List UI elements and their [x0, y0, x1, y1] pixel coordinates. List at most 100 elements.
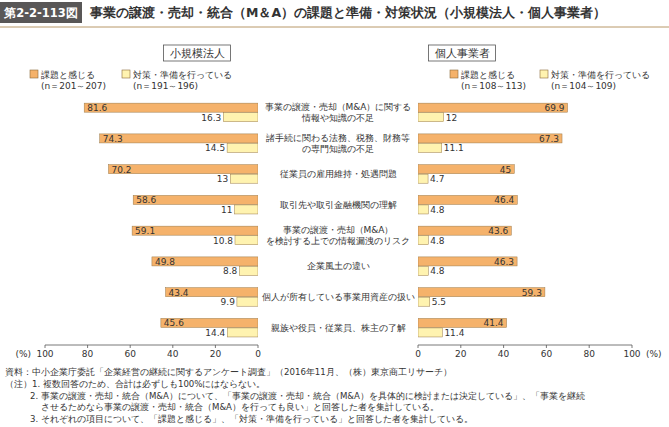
axis-line: [45, 345, 258, 346]
data-label: 14.5: [205, 143, 225, 153]
legend-swatch: [122, 70, 130, 78]
legend-label: 課題と感じる(n＝201～207): [41, 70, 106, 91]
note: 2. 事業の譲渡・売却・統合（M&A）について、「事業の譲渡・売却・統合（M&A…: [30, 391, 585, 413]
category-label: 企業風土の違い: [307, 261, 370, 271]
panel: 小規模法人課題と感じる(n＝201～207)対策・準備を行っている(n＝191～…: [15, 45, 261, 359]
legend-swatch: [450, 70, 458, 78]
legend-label-line: 課題と感じる: [461, 70, 515, 80]
data-label: 8.8: [223, 266, 238, 276]
legend-label-line: (n＝108～113): [461, 81, 526, 91]
tick-label: 100: [36, 349, 53, 359]
data-label: 16.3: [201, 113, 221, 123]
legend-label: 課題と感じる(n＝108～113): [461, 70, 526, 91]
category-label: 事業の譲渡・売却（M&A）に関する情報や知識の不足: [265, 102, 412, 123]
tick: [215, 345, 216, 348]
legend-label: 対策・準備を行っている(n＝104～109): [551, 70, 650, 91]
x-axis: 020406080100(%): [415, 345, 661, 359]
figure-number-box: [0, 2, 82, 23]
title: 事業の譲渡・売却・統合（M＆A）の課題と準備・対策状況（小規模法人・個人事業者）: [89, 5, 606, 20]
data-label: 4.8: [430, 236, 445, 246]
source: 資料：中小企業庁委託「企業経営の継続に関するアンケート調査」（2016年11月、…: [5, 367, 452, 377]
data-label: 59.1: [135, 226, 155, 236]
category-label: 個人が所有している事業用資産の扱い: [262, 292, 415, 302]
axis-line: [418, 345, 632, 346]
data-label: 74.3: [103, 134, 123, 144]
panel-title: 個人事業者: [435, 47, 490, 59]
data-labels: 81.674.370.258.659.149.843.445.616.314.5…: [87, 103, 237, 338]
data-label: 14.4: [205, 328, 225, 338]
data-label: 12: [446, 113, 457, 123]
data-label: 11.1: [444, 143, 464, 153]
data-label: 43.6: [488, 226, 508, 236]
data-label: 45.6: [164, 318, 184, 328]
panel-title-box: [429, 45, 496, 61]
data-label: 41.4: [484, 318, 504, 328]
note: 3. それぞれの項目について、「課題と感じる」、「対策・準備を行っている」と回答…: [30, 414, 473, 424]
tick: [418, 345, 419, 348]
bars: [418, 103, 568, 337]
data-label: 70.2: [111, 165, 131, 175]
bar: [223, 113, 258, 122]
notes: 資料：中小企業庁委託「企業経営の継続に関するアンケート調査」（2016年11月、…: [5, 367, 585, 424]
chart: 第2-2-113図事業の譲渡・売却・統合（M＆A）の課題と準備・対策状況（小規模…: [0, 0, 669, 427]
data-label: 46.4: [494, 195, 514, 205]
data-label: 49.8: [155, 257, 175, 267]
tick: [546, 345, 547, 348]
bar: [418, 143, 442, 152]
tick-label: 40: [167, 349, 179, 359]
tick-label: 80: [82, 349, 94, 359]
category-label-line: 情報や知識の不足: [301, 113, 374, 123]
data-label: 10.8: [213, 236, 233, 246]
category-label: 取引先や取引金融機関の理解: [280, 200, 397, 210]
page: {"header": {"figure_number": "第2-2-113図"…: [0, 0, 669, 427]
bar: [418, 236, 428, 245]
tick: [460, 345, 461, 348]
panel-title-box: [164, 45, 231, 61]
data-label: 59.3: [522, 288, 542, 298]
data-label: 4.8: [430, 205, 445, 215]
note: （注）1. 複数回答のため、合計は必ずしも100%にはならない。: [5, 379, 266, 389]
tick: [130, 345, 131, 348]
tick: [87, 345, 88, 348]
tick: [589, 345, 590, 348]
x-axis: 020406080100(%): [15, 345, 261, 359]
bar: [84, 103, 258, 112]
tick: [503, 345, 504, 348]
bar: [235, 205, 258, 214]
data-label: 13: [217, 174, 228, 184]
bar: [235, 236, 258, 245]
bar: [230, 174, 258, 183]
panel-title: 小規模法人: [170, 47, 225, 59]
legend-label-line: 課題と感じる: [41, 70, 95, 80]
bar: [418, 205, 428, 214]
category-label: 親族や役員・従業員、株主の了解: [271, 323, 406, 333]
data-label: 9.9: [221, 297, 236, 307]
tick-label: 0: [255, 349, 261, 359]
panel: 個人事業者課題と感じる(n＝108～113) 対策・準備を行っている(n＝104～…: [415, 45, 661, 359]
legend-swatch: [540, 70, 548, 78]
note-line: 3. それぞれの項目について、「課題と感じる」、「対策・準備を行っている」と回答…: [30, 414, 473, 424]
category-labels: 事業の譲渡・売却（M&A）に関する情報や知識の不足諸手続に関わる法務、税務、財務…: [262, 102, 415, 333]
data-label: 43.4: [169, 288, 189, 298]
tick-label: 0: [415, 349, 421, 359]
bar: [418, 266, 428, 275]
bar: [239, 266, 258, 275]
tick-label: 60: [541, 349, 553, 359]
data-label: 69.9: [545, 103, 565, 113]
category-label-line: 諸手続に関わる法務、税務、財務等: [266, 133, 410, 143]
data-label: 11: [221, 205, 232, 215]
bar: [237, 297, 258, 306]
bar: [227, 143, 258, 152]
tick-label: 20: [210, 349, 222, 359]
note-line: させるためなら事業の譲渡・売却・統合（M&A）を行っても良い」と回答した者を集計…: [41, 402, 439, 412]
tick-label: 80: [583, 349, 595, 359]
category-label: 事業の譲渡・売却（M&A）を検討する上での情報漏洩のリスク: [266, 225, 410, 246]
category-label: 従業員の雇用維持・処遇問題: [280, 169, 397, 179]
bar: [100, 134, 258, 143]
tick: [45, 345, 46, 348]
tick-label: 20: [455, 349, 467, 359]
category-label-line: 事業の譲渡・売却（M&A）: [283, 225, 394, 235]
title-rule: [0, 27, 669, 28]
tick: [258, 345, 259, 348]
data-label: 45: [500, 165, 511, 175]
